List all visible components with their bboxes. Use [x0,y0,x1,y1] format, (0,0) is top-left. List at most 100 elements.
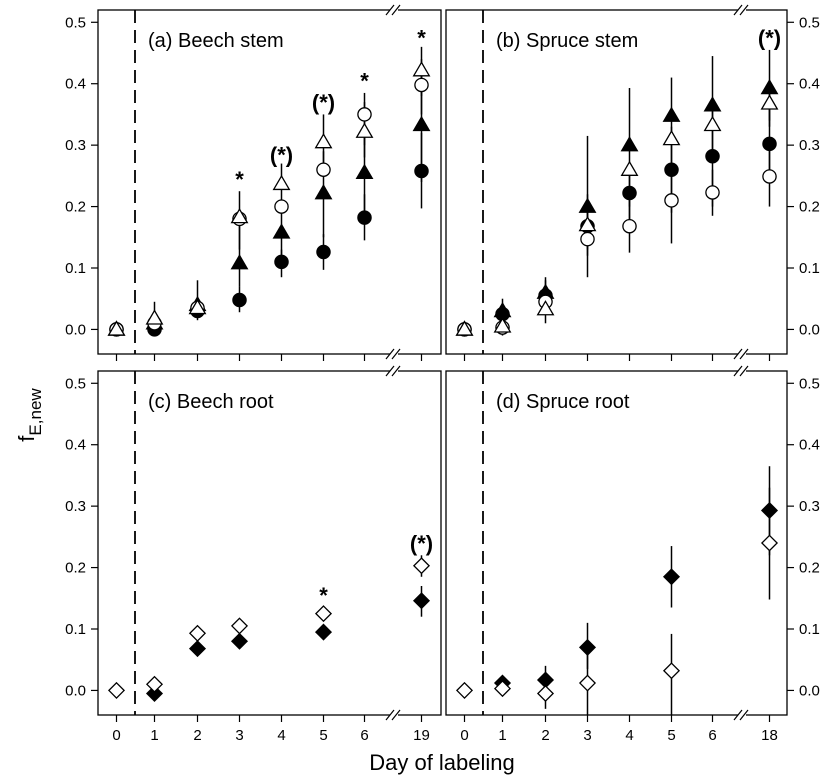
significance-mark: * [235,167,244,192]
significance-mark: (*) [312,90,335,115]
filled-circle-marker [232,292,247,308]
axis-break-mark [733,348,743,360]
significance-mark: (*) [410,531,433,556]
axis-break-gap [738,710,746,720]
open-diamond-marker [188,624,207,642]
axis-break-mark [385,365,395,377]
x-axis-label: Day of labeling [369,750,515,775]
x-tick-label: 5 [319,727,327,744]
axis-break-mark [391,365,401,377]
y-tick-label: 0.1 [65,621,86,638]
x-tick-label: 19 [413,727,430,744]
y-tick-label: 0.0 [799,321,820,338]
axis-break-gap [390,366,398,376]
axis-break-mark [391,709,401,721]
filled-diamond-marker [578,638,597,656]
filled-circle-marker [357,210,372,225]
open-diamond-marker [662,662,681,680]
significance-mark: * [319,583,328,608]
axis-break-mark [385,348,395,360]
filled-circle-marker [762,136,777,152]
filled-triangle-marker [578,197,597,213]
open-triangle-marker [188,298,207,315]
open-triangle-marker [703,115,722,132]
plot-frame [97,9,442,355]
open-diamond-marker [455,681,474,699]
x-tick-label: 1 [150,727,158,744]
x-tick-label: 5 [667,727,675,744]
y-tick-label: 0.5 [65,375,86,392]
significance-mark: (*) [758,26,781,51]
significance-mark: * [417,26,426,51]
y-tick-label: 0.2 [65,560,86,577]
y-axis-label: fE,new [14,388,45,442]
filled-circle-marker [664,162,679,177]
y-tick-label: 0.5 [799,14,820,31]
open-triangle-marker [620,160,639,176]
open-circle-marker [664,193,679,208]
y-axis-label-subscript: E,new [26,388,45,436]
y-tick-label: 0.3 [799,137,820,154]
filled-circle-marker [316,244,331,260]
filled-diamond-marker [412,592,431,610]
y-tick-label: 0.2 [799,199,820,216]
y-tick-label: 0.1 [799,621,820,638]
plot-frame [445,370,788,716]
panel-beech-stem: 0.0 0.1 0.2 0.3 0.4 0.5 (a) Beech stem * (*) (*) *… [65,4,442,361]
axis-break-gap [738,5,746,15]
y-tick-label: 0.1 [65,260,86,277]
filled-triangle-marker [703,96,722,112]
x-tick-label: 1 [498,727,506,744]
filled-triangle-marker [230,253,249,270]
open-diamond-marker [760,534,779,552]
open-diamond-marker [107,681,126,699]
open-circle-marker [274,199,289,214]
x-tick-label: 4 [277,727,285,744]
axis-break-mark [739,348,749,360]
axis-break-mark [733,4,743,16]
open-triangle-marker [145,309,164,325]
open-diamond-marker [536,684,555,703]
open-triangle-marker [412,61,431,77]
filled-diamond-marker [314,623,333,641]
open-circle-marker [357,107,372,122]
axis-break-gap [390,349,398,359]
x-tick-label: 18 [761,727,778,744]
open-diamond-marker [314,605,333,623]
open-triangle-marker [272,174,291,191]
open-circle-marker [762,169,777,184]
open-circle-marker [316,162,331,177]
axis-break-gap [390,710,398,720]
y-tick-label: 0.3 [65,498,86,515]
y-tick-label: 0.3 [799,498,820,515]
x-tick-label: 3 [583,727,591,744]
x-tick-label: 4 [625,727,633,744]
open-triangle-marker [578,215,597,232]
y-tick-label: 0.2 [65,199,86,216]
axis-break-mark [739,709,749,721]
panel-title: (d) Spruce root [496,391,630,413]
panel-title: (a) Beech stem [148,30,284,52]
y-tick-label: 0.0 [65,682,86,699]
filled-triangle-marker [272,223,291,239]
open-triangle-marker [230,207,249,224]
filled-diamond-marker [230,632,249,650]
x-tick-label: 2 [193,727,201,744]
open-triangle-marker [493,317,512,333]
open-diamond-marker [412,557,431,575]
panel-beech-root: 0.0 0.1 0.2 0.3 0.4 0.5 0 1 2 3 4 5 6 19 (c) Beech roo… [65,365,442,744]
y-tick-label: 0.1 [799,260,820,277]
filled-triangle-marker [760,78,779,95]
filled-triangle-marker [493,301,512,318]
filled-circle-marker [622,185,637,201]
axis-break-mark [391,348,401,360]
open-diamond-marker [230,617,249,635]
axis-break-mark [733,365,743,377]
significance-mark: * [360,69,369,94]
filled-circle-marker [414,163,429,179]
x-tick-label: 3 [235,727,243,744]
filled-triangle-marker [412,115,431,132]
filled-diamond-marker [662,568,681,586]
y-tick-label: 0.0 [65,321,86,338]
